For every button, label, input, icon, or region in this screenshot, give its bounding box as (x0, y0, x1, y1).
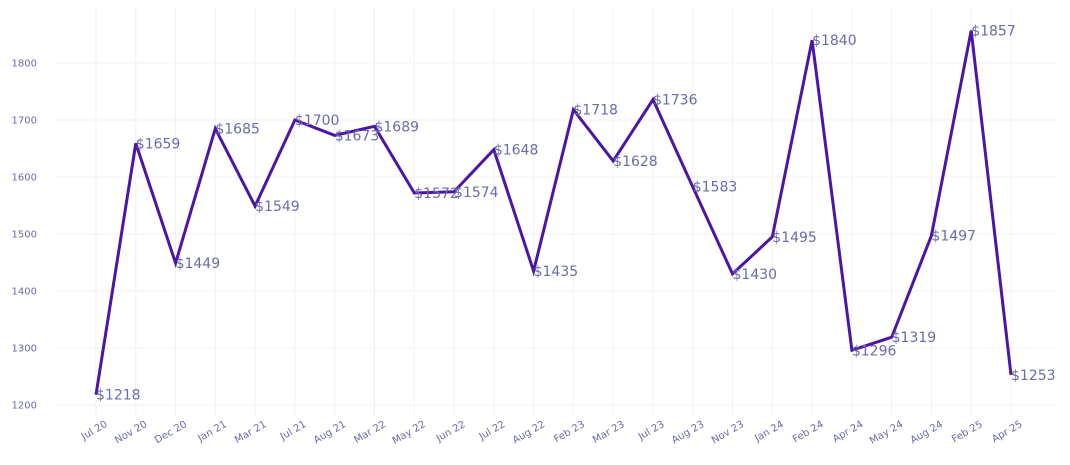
data-label: $1495 (772, 230, 817, 246)
x-tick-label: Aug 21 (312, 419, 348, 446)
data-label: $1628 (613, 154, 658, 170)
data-labels: $1218 $1659 $1449 $1685 $1549 $1700$1673$1689… (96, 24, 1056, 404)
data-label: $1319 (892, 330, 937, 346)
series-layer (94, 30, 1013, 395)
grid-layer (55, 8, 1056, 415)
data-label: $1685 (215, 122, 260, 138)
y-tick-label: 1600 (12, 173, 37, 184)
data-label: $1736 (653, 92, 698, 108)
x-tick-label: Dec 20 (153, 419, 189, 446)
data-label: $1218 (96, 388, 141, 404)
data-label: $1253 (1011, 368, 1056, 384)
x-tick-label: Mar 22 (352, 419, 388, 446)
x-tick-label: Aug 22 (511, 419, 547, 446)
x-tick-label: Apr 24 (831, 419, 865, 445)
data-label: $1840 (812, 33, 857, 49)
x-tick-label: Jul 21 (278, 419, 309, 443)
y-tick-label: 1400 (12, 287, 37, 298)
data-label: $1857 (971, 24, 1016, 40)
data-label: $1648 (494, 143, 539, 159)
data-label: $1673 (335, 128, 380, 144)
x-tick-label: Feb 23 (552, 419, 587, 445)
x-tick-label: Nov 23 (710, 419, 746, 446)
data-label: $1689 (374, 119, 419, 135)
data-label: $1430 (733, 267, 778, 283)
x-tick-label: Jul 23 (636, 419, 667, 443)
data-label: $1574 (454, 185, 499, 201)
data-label: $1572 (414, 186, 459, 202)
x-tick-label: Mar 21 (233, 419, 269, 446)
x-tick-label: Nov 20 (113, 419, 149, 446)
data-label: $1449 (176, 256, 221, 272)
x-tick-label: Jul 20 (79, 419, 110, 443)
x-tick-label: Feb 25 (950, 419, 985, 445)
data-label: $1659 (136, 136, 181, 152)
x-tick-label: May 24 (868, 419, 905, 447)
x-tick-label: Jan 21 (195, 419, 228, 445)
data-label: $1435 (534, 264, 579, 280)
x-axis-ticks: Jul 20 Nov 20 Dec 20 Jan 21 Mar 21 Jul 21 Aug … (79, 419, 1025, 447)
y-tick-label: 1300 (12, 344, 37, 355)
x-tick-label: Jun 22 (434, 419, 468, 445)
data-label: $1296 (852, 343, 897, 359)
data-label: $1497 (931, 229, 976, 245)
x-tick-label: Jan 24 (752, 419, 785, 445)
y-tick-label: 1700 (12, 116, 37, 127)
y-tick-label: 1500 (12, 230, 37, 241)
y-tick-label: 1200 (12, 401, 37, 412)
x-tick-label: Feb 24 (791, 419, 826, 445)
x-tick-label: Mar 23 (591, 419, 627, 446)
x-tick-label: May 22 (391, 419, 428, 447)
x-tick-label: Jul 22 (477, 419, 508, 443)
y-tick-label: 1800 (12, 59, 37, 70)
data-label: $1718 (573, 103, 618, 119)
x-tick-label: Apr 25 (990, 419, 1024, 445)
data-label: $1549 (255, 199, 300, 215)
data-label: $1700 (295, 113, 340, 129)
series-line (94, 30, 1013, 395)
data-label: $1583 (693, 180, 738, 196)
y-axis-ticks: 1200 1300 1400 1500 1600 1700 1800 (12, 59, 37, 412)
x-tick-label: Aug 24 (909, 419, 945, 446)
x-tick-label: Aug 23 (670, 419, 706, 446)
